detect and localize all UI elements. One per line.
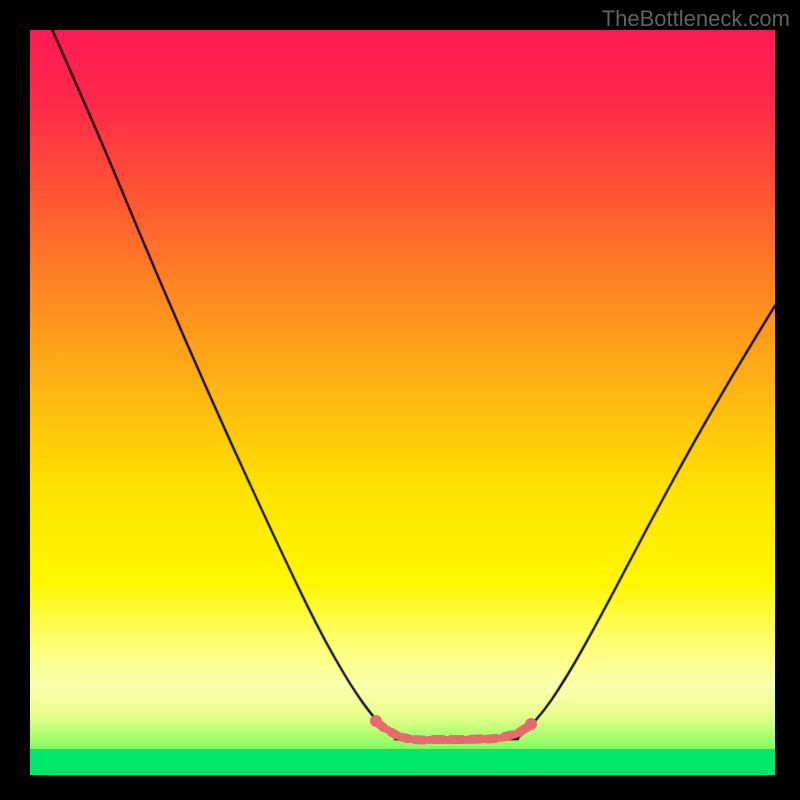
highlight-marker bbox=[384, 726, 392, 734]
highlight-marker bbox=[525, 718, 537, 730]
highlight-marker bbox=[443, 736, 451, 744]
highlight-marker bbox=[512, 730, 520, 738]
watermark-text: TheBottleneck.com bbox=[602, 6, 790, 32]
highlight-marker bbox=[497, 734, 505, 742]
bottleneck-chart bbox=[30, 30, 775, 775]
highlight-marker bbox=[370, 715, 382, 727]
highlight-marker bbox=[407, 735, 415, 743]
highlight-marker bbox=[425, 736, 433, 744]
highlight-marker bbox=[395, 732, 403, 740]
bottleneck-curve bbox=[30, 30, 775, 775]
highlight-marker bbox=[480, 735, 488, 743]
highlight-marker bbox=[462, 736, 470, 744]
